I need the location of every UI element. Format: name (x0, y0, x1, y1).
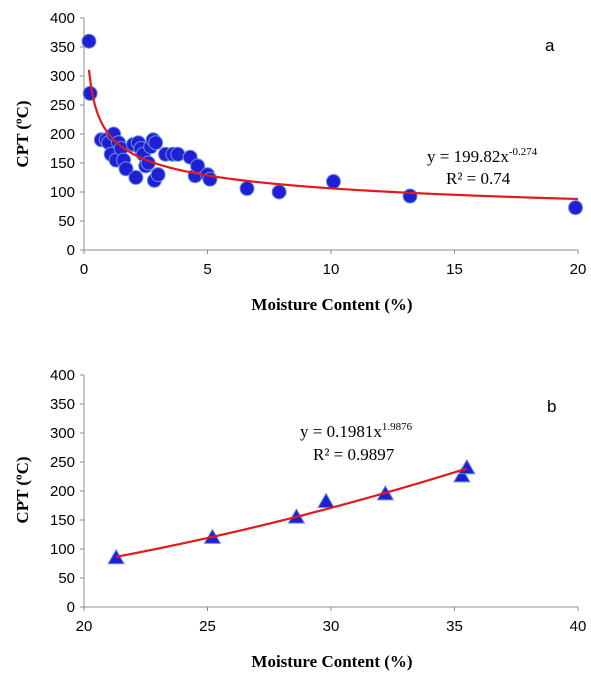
fit-line-a (87, 69, 579, 201)
y-tick-label-b: 400 (50, 367, 75, 384)
ylabel-a: CPT (ºC) (13, 100, 32, 167)
data-point-a (82, 85, 98, 101)
data-point-a (81, 33, 97, 49)
y-tick-label-b: 150 (50, 512, 75, 529)
y-tick-label-b: 100 (50, 541, 75, 558)
y-tick-label-a: 150 (50, 155, 75, 172)
y-tick-label-a: 100 (50, 184, 75, 201)
x-tick-label-b: 35 (446, 618, 463, 635)
x-tick-label-a: 0 (80, 261, 88, 278)
fit-equation-a-base: y = 199.82x (427, 147, 509, 166)
y-tick-label-a: 350 (50, 39, 75, 56)
x-tick-label-b: 20 (76, 618, 93, 635)
data-point-a (239, 181, 255, 197)
data-point-b (317, 492, 335, 508)
data-point-a (118, 161, 134, 177)
fit-equation-b-base: y = 0.1981x (300, 422, 382, 441)
chart-panel-b: CPT (ºC) Moisture Content (%) b y = 0.19… (13, 367, 586, 671)
x-tick-label-a: 10 (323, 261, 340, 278)
fit-r2-b: R² = 0.9897 (313, 445, 395, 464)
ylabel-b: CPT (ºC) (13, 456, 32, 523)
fit-line-b (115, 467, 468, 558)
fit-equation-b: y = 0.1981x1.9876 (300, 421, 413, 441)
x-tick-label-a: 15 (446, 261, 463, 278)
y-tick-label-a: 200 (50, 126, 75, 143)
y-tick-label-a: 250 (50, 97, 75, 114)
data-point-a (402, 188, 418, 204)
y-tick-label-b: 300 (50, 425, 75, 442)
y-tick-label-b: 250 (50, 454, 75, 471)
y-tick-label-a: 0 (67, 242, 75, 259)
y-tick-label-b: 0 (67, 599, 75, 616)
y-tick-label-a: 50 (58, 213, 75, 230)
fit-r2-a: R² = 0.74 (446, 169, 511, 188)
y-tick-label-a: 300 (50, 68, 75, 85)
data-point-a (568, 200, 584, 216)
data-point-a (150, 167, 166, 183)
x-tick-label-a: 5 (203, 261, 211, 278)
data-point-a (128, 170, 144, 185)
x-tick-label-a: 20 (570, 261, 587, 278)
x-tick-label-b: 25 (199, 618, 216, 635)
x-tick-label-b: 30 (323, 618, 340, 635)
fit-equation-a-exponent: -0.274 (509, 146, 538, 158)
panel-label-a: a (545, 36, 555, 55)
data-point-a (170, 146, 186, 162)
y-tick-label-b: 200 (50, 483, 75, 500)
xlabel-b: Moisture Content (%) (251, 652, 412, 671)
data-point-a (325, 174, 341, 190)
y-tick-label-a: 400 (50, 10, 75, 27)
fit-equation-a: y = 199.82x-0.274 (427, 146, 538, 166)
x-tick-label-b: 40 (570, 618, 587, 635)
panel-label-b: b (547, 397, 556, 416)
fit-equation-b-exponent: 1.9876 (382, 421, 413, 433)
xlabel-a: Moisture Content (%) (251, 295, 412, 314)
data-point-a (271, 184, 287, 200)
data-point-b (457, 458, 476, 475)
y-tick-label-b: 350 (50, 396, 75, 413)
data-point-b (453, 466, 471, 483)
data-point-a (148, 135, 164, 151)
chart-panel-a: CPT (ºC) Moisture Content (%) a y = 199.… (13, 10, 586, 314)
y-tick-label-b: 50 (58, 570, 75, 587)
